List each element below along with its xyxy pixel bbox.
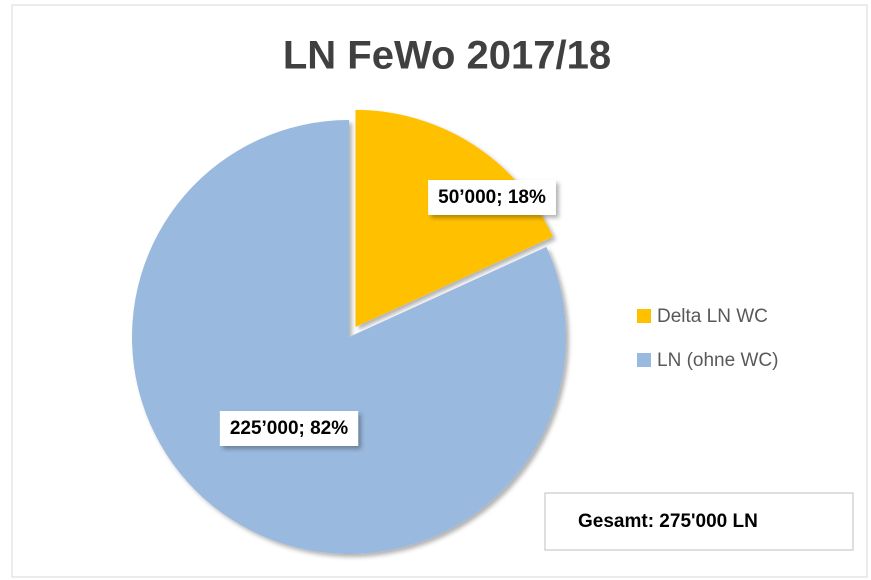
legend-swatch bbox=[637, 353, 651, 367]
legend-label: LN (ohne WC) bbox=[657, 350, 778, 371]
annotation-box bbox=[544, 492, 854, 551]
data-label: 50’000; 18% bbox=[438, 187, 546, 208]
data-label: 225’000; 82% bbox=[230, 418, 348, 439]
chart-title: LN FeWo 2017/18 bbox=[283, 34, 611, 78]
data-label-box bbox=[428, 180, 556, 215]
pie-slice bbox=[355, 109, 553, 327]
legend-label: Delta LN WC bbox=[657, 306, 768, 327]
data-label-box bbox=[219, 411, 359, 446]
annotation: Gesamt: 275'000 LN bbox=[578, 511, 758, 532]
legend-swatch bbox=[637, 309, 651, 323]
